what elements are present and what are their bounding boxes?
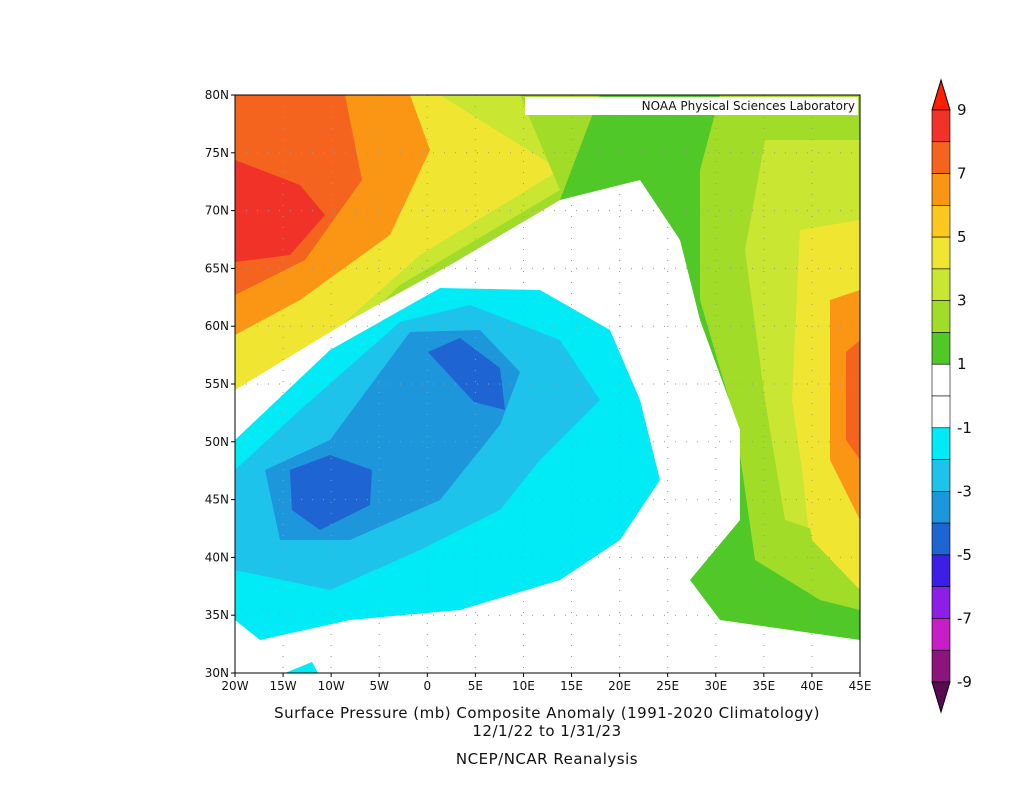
lat-tick-label: 30N (205, 666, 229, 680)
lat-tick-label: 50N (205, 435, 229, 449)
colorbar-label: -5 (957, 546, 972, 564)
contour-orange-red (846, 340, 860, 460)
contour-dark-blue (290, 455, 372, 530)
colorbar-label: 3 (957, 292, 967, 310)
colorbar-box (931, 109, 951, 143)
lat-tick-label: 60N (205, 319, 229, 333)
date-range: 12/1/22 to 1/31/23 (472, 722, 621, 740)
lon-tick-label: 35E (752, 679, 775, 693)
lon-tick-label: 5W (369, 679, 389, 693)
lon-tick-label: 40E (800, 679, 823, 693)
lon-tick-label: 30E (704, 679, 727, 693)
lat-tick-label: 80N (205, 88, 229, 102)
lon-tick-label: 15E (560, 679, 583, 693)
lat-tick-label: 75N (205, 146, 229, 160)
colorbar-box (931, 268, 951, 301)
colorbar-box (931, 554, 951, 587)
colorbar-label: -3 (957, 482, 972, 500)
colorbar-label: -7 (957, 609, 972, 627)
colorbar-box (931, 363, 951, 397)
lat-tick-label: 35N (205, 608, 229, 622)
colorbar-arrow (931, 681, 951, 714)
colorbar-box (931, 300, 951, 333)
data-source: NCEP/NCAR Reanalysis (456, 750, 638, 768)
colorbar-box (931, 173, 951, 206)
colorbar-label: 1 (957, 355, 967, 373)
map-title: Surface Pressure (mb) Composite Anomaly … (274, 704, 820, 722)
map-frame (234, 94, 861, 674)
colorbar-label: 9 (957, 101, 967, 119)
lat-tick-label: 65N (205, 261, 229, 275)
contour-field (235, 95, 860, 673)
colorbar-box (931, 649, 951, 683)
colorbar-label: 7 (957, 165, 967, 183)
colorbar-box (931, 427, 951, 460)
lon-tick-label: 25E (656, 679, 679, 693)
colorbar-box (931, 491, 951, 524)
colorbar-box (931, 618, 951, 651)
lat-tick-label: 45N (205, 493, 229, 507)
colorbar-box (931, 332, 951, 365)
colorbar-label: 5 (957, 228, 967, 246)
graticule (231, 94, 861, 677)
colorbar-box (931, 236, 951, 270)
colorbar-box (931, 522, 951, 556)
colorbar-box (931, 205, 951, 238)
lon-tick-label: 20W (221, 679, 248, 693)
lon-tick-label: 15W (270, 679, 297, 693)
contour-cyan (285, 662, 318, 673)
colorbar-box (931, 395, 951, 429)
lat-tick-label: 70N (205, 204, 229, 218)
lon-tick-label: 20E (608, 679, 631, 693)
contour-dark-blue (428, 338, 505, 410)
colorbar (931, 78, 951, 714)
colorbar-arrow (931, 78, 951, 111)
lon-tick-label: 45E (849, 679, 872, 693)
colorbar-box (931, 586, 951, 619)
colorbar-box (931, 141, 951, 174)
lon-tick-label: 5E (468, 679, 483, 693)
lon-tick-label: 0 (423, 679, 431, 693)
credit: NOAA Physical Sciences Laboratory (642, 99, 855, 113)
colorbar-label: -1 (957, 419, 972, 437)
colorbar-label: -9 (957, 673, 972, 691)
lat-tick-label: 55N (205, 377, 229, 391)
lon-tick-label: 10W (318, 679, 345, 693)
credit-box (525, 97, 858, 115)
lat-tick-label: 40N (205, 550, 229, 564)
colorbar-box (931, 459, 951, 492)
lon-tick-label: 10E (512, 679, 535, 693)
